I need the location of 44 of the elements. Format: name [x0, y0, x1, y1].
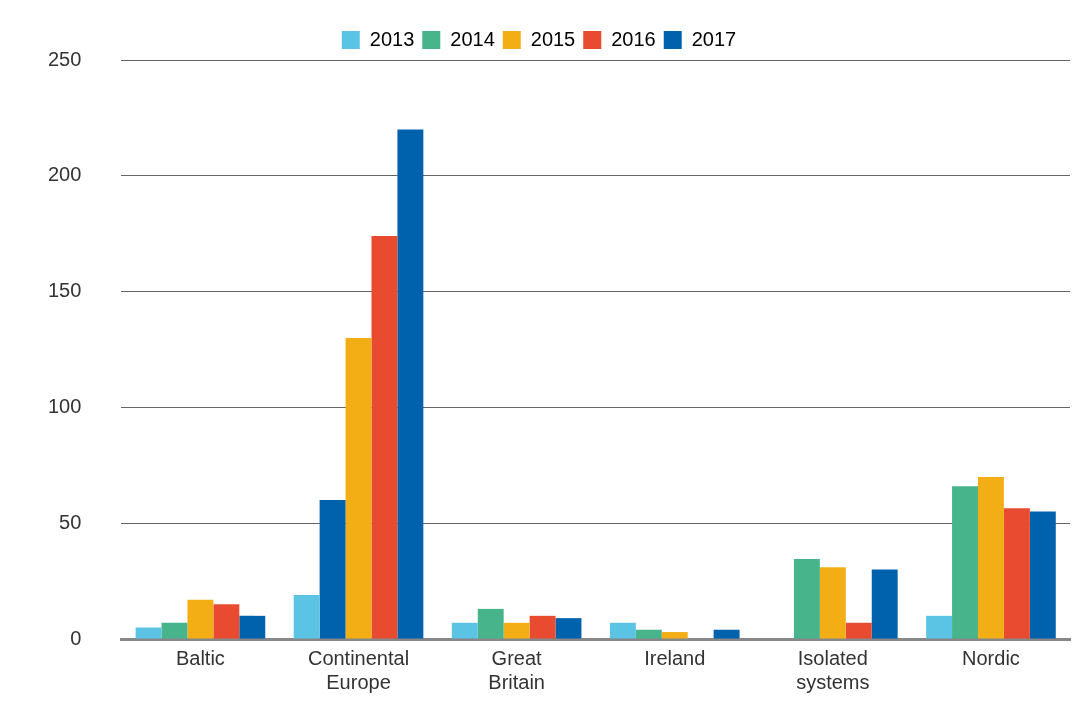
- bar: [819, 567, 846, 639]
- bar: [555, 618, 582, 639]
- bar: [713, 629, 740, 639]
- y-tick-label: 0: [70, 626, 82, 649]
- legend-label: 2015: [530, 27, 576, 50]
- bar: [161, 622, 188, 639]
- y-tick-label: 150: [47, 279, 82, 302]
- bar: [952, 486, 978, 639]
- bar: [1003, 508, 1030, 639]
- bar: [609, 622, 636, 639]
- bar: [871, 569, 898, 639]
- x-tick-label: Continental Europe: [307, 646, 410, 693]
- bar: [213, 604, 240, 639]
- bar: [529, 615, 556, 639]
- bar: [477, 608, 504, 639]
- bar: [977, 476, 1004, 639]
- y-tick-label: 200: [47, 163, 82, 186]
- bar: [345, 337, 372, 639]
- bar: [239, 615, 266, 639]
- legend-label: 2013: [369, 27, 415, 50]
- legend-label: 2014: [450, 27, 495, 50]
- legend-label: 2016: [611, 27, 656, 50]
- x-tick-label: Isolated systems: [796, 646, 870, 693]
- bar: [371, 236, 398, 639]
- bar: [926, 615, 953, 639]
- bar: [397, 129, 424, 639]
- bar: [793, 559, 820, 639]
- bar: [135, 627, 162, 639]
- y-tick-label: 100: [47, 394, 82, 417]
- y-tick-label: 250: [47, 47, 82, 70]
- bar: [635, 629, 662, 639]
- bar: [845, 622, 872, 639]
- bar: [503, 622, 530, 639]
- x-tick-label: Baltic: [175, 646, 225, 669]
- x-tick-label: Ireland: [644, 646, 706, 669]
- y-tick-label: 50: [59, 510, 82, 533]
- bar: [187, 599, 214, 639]
- legend-label: 2017: [691, 27, 737, 50]
- bar: [451, 622, 478, 639]
- bar: [293, 595, 320, 639]
- bar: [1029, 511, 1056, 639]
- x-tick-label: Great Britain: [488, 646, 545, 693]
- x-tick-label: Nordic: [962, 646, 1020, 669]
- bar: [661, 632, 688, 639]
